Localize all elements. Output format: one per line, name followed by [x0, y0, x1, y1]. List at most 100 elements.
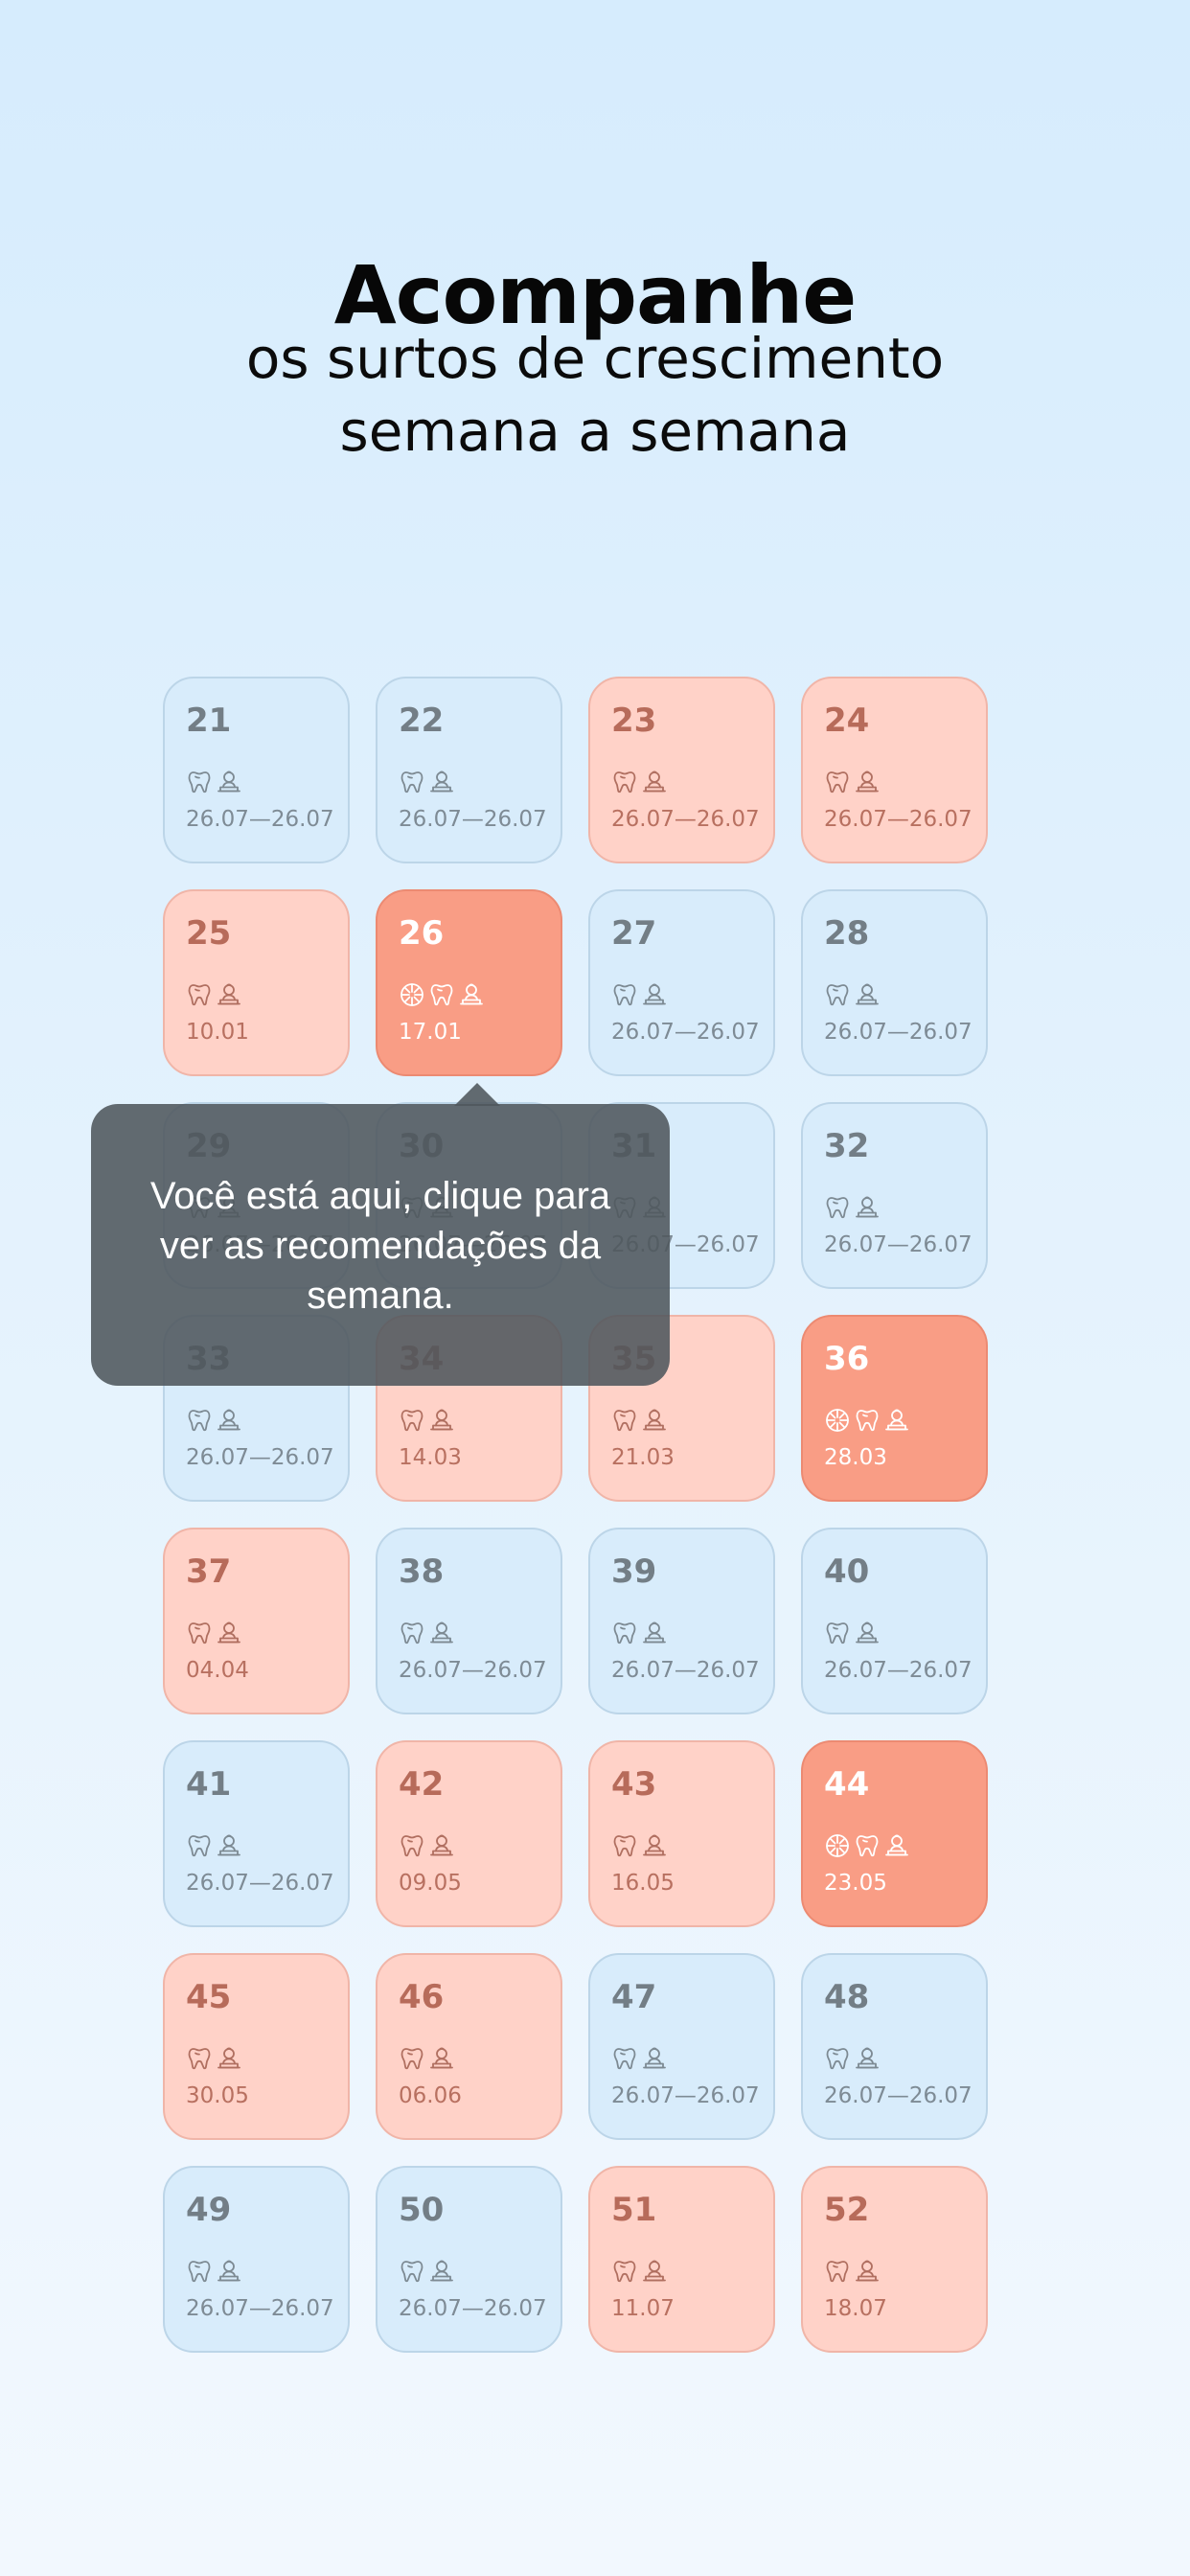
- week-number: 49: [186, 2191, 232, 2229]
- week-dates: 18.07: [824, 2296, 887, 2321]
- baby-icon: [641, 1620, 668, 1646]
- week-card-52[interactable]: 52 18.07: [801, 2166, 988, 2353]
- week-card-26[interactable]: 26 17.01: [376, 889, 562, 1076]
- week-card-38[interactable]: 38 26.07—26.07: [376, 1528, 562, 1714]
- week-icons: [186, 1830, 327, 1861]
- tooth-icon: [824, 2045, 851, 2072]
- tooth-icon: [186, 981, 213, 1008]
- week-number: 26: [399, 914, 445, 953]
- week-dates: 26.07—26.07: [611, 807, 760, 832]
- baby-icon: [216, 2258, 242, 2285]
- week-number: 41: [186, 1765, 232, 1804]
- week-card-41[interactable]: 41 26.07—26.07: [163, 1740, 350, 1927]
- week-dates: 26.07—26.07: [611, 2083, 760, 2108]
- baby-icon: [854, 1620, 881, 1646]
- week-dates: 26.07—26.07: [824, 1658, 973, 1683]
- ball-icon: [824, 1407, 851, 1434]
- week-number: 47: [611, 1978, 657, 2016]
- week-dates: 26.07—26.07: [611, 1658, 760, 1683]
- week-icons: [824, 767, 965, 797]
- week-card-46[interactable]: 46 06.06: [376, 1953, 562, 2140]
- week-icons: [186, 979, 327, 1010]
- week-card-36[interactable]: 36 28.03: [801, 1315, 988, 1502]
- week-card-40[interactable]: 40 26.07—26.07: [801, 1528, 988, 1714]
- week-number: 52: [824, 2191, 870, 2229]
- week-card-43[interactable]: 43 16.05: [588, 1740, 775, 1927]
- week-number: 27: [611, 914, 657, 953]
- tooth-icon: [186, 1620, 213, 1646]
- week-number: 36: [824, 1340, 870, 1378]
- week-icons: [399, 2256, 539, 2287]
- tooth-icon: [186, 2045, 213, 2072]
- week-card-27[interactable]: 27 26.07—26.07: [588, 889, 775, 1076]
- baby-icon: [641, 2258, 668, 2285]
- week-dates: 26.07—26.07: [399, 2296, 547, 2321]
- tooth-icon: [611, 2258, 638, 2285]
- baby-icon: [428, 1832, 455, 1859]
- baby-icon: [883, 1407, 910, 1434]
- week-dates: 11.07: [611, 2296, 675, 2321]
- week-dates: 30.05: [186, 2083, 249, 2108]
- week-card-42[interactable]: 42 09.05: [376, 1740, 562, 1927]
- week-card-49[interactable]: 49 26.07—26.07: [163, 2166, 350, 2353]
- week-icons: [824, 979, 965, 1010]
- week-card-44[interactable]: 44 23.05: [801, 1740, 988, 1927]
- week-card-24[interactable]: 24 26.07—26.07: [801, 677, 988, 863]
- week-number: 50: [399, 2191, 445, 2229]
- baby-icon: [883, 1832, 910, 1859]
- week-number: 40: [824, 1552, 870, 1591]
- week-dates: 26.07—26.07: [824, 2083, 973, 2108]
- week-card-22[interactable]: 22 26.07—26.07: [376, 677, 562, 863]
- week-icons: [186, 2043, 327, 2074]
- tooth-icon: [399, 1407, 425, 1434]
- baby-icon: [854, 1194, 881, 1221]
- week-dates: 26.07—26.07: [399, 807, 547, 832]
- tooth-icon: [824, 981, 851, 1008]
- tooth-icon: [824, 1620, 851, 1646]
- baby-icon: [216, 2045, 242, 2072]
- week-number: 48: [824, 1978, 870, 2016]
- week-icons: [186, 1618, 327, 1648]
- week-dates: 26.07—26.07: [824, 1232, 973, 1257]
- baby-icon: [428, 2045, 455, 2072]
- week-card-32[interactable]: 32 26.07—26.07: [801, 1102, 988, 1289]
- baby-icon: [641, 981, 668, 1008]
- week-card-45[interactable]: 45 30.05: [163, 1953, 350, 2140]
- week-card-51[interactable]: 51 11.07: [588, 2166, 775, 2353]
- week-card-23[interactable]: 23 26.07—26.07: [588, 677, 775, 863]
- baby-icon: [641, 1407, 668, 1434]
- week-card-50[interactable]: 50 26.07—26.07: [376, 2166, 562, 2353]
- tooth-icon: [186, 2258, 213, 2285]
- tooth-icon: [854, 1407, 881, 1434]
- baby-icon: [216, 1832, 242, 1859]
- week-card-25[interactable]: 25 10.01: [163, 889, 350, 1076]
- week-card-37[interactable]: 37 04.04: [163, 1528, 350, 1714]
- week-card-47[interactable]: 47 26.07—26.07: [588, 1953, 775, 2140]
- week-number: 25: [186, 914, 232, 953]
- week-card-21[interactable]: 21 26.07—26.07: [163, 677, 350, 863]
- baby-icon: [854, 2045, 881, 2072]
- week-number: 45: [186, 1978, 232, 2016]
- page-subtitle: os surtos de crescimento semana a semana: [0, 322, 1190, 468]
- week-dates: 09.05: [399, 1871, 462, 1896]
- subtitle-line-2: semana a semana: [339, 399, 851, 464]
- week-icons: [611, 1830, 752, 1861]
- current-week-tooltip[interactable]: Você está aqui, clique para ver as recom…: [91, 1104, 670, 1386]
- ball-icon: [399, 981, 425, 1008]
- week-number: 24: [824, 702, 870, 740]
- week-card-39[interactable]: 39 26.07—26.07: [588, 1528, 775, 1714]
- tooth-icon: [399, 1620, 425, 1646]
- baby-icon: [428, 769, 455, 795]
- week-icons: [611, 2043, 752, 2074]
- week-card-48[interactable]: 48 26.07—26.07: [801, 1953, 988, 2140]
- ball-icon: [824, 1832, 851, 1859]
- tooth-icon: [611, 1407, 638, 1434]
- weeks-grid: 21 26.07—26.07 22 26.07—26.07 23 26.07—26.07 2…: [163, 677, 991, 2353]
- subtitle-line-1: os surtos de crescimento: [245, 326, 945, 391]
- week-card-28[interactable]: 28 26.07—26.07: [801, 889, 988, 1076]
- baby-icon: [641, 769, 668, 795]
- week-number: 39: [611, 1552, 657, 1591]
- week-number: 44: [824, 1765, 870, 1804]
- week-dates: 04.04: [186, 1658, 249, 1683]
- week-dates: 26.07—26.07: [824, 807, 973, 832]
